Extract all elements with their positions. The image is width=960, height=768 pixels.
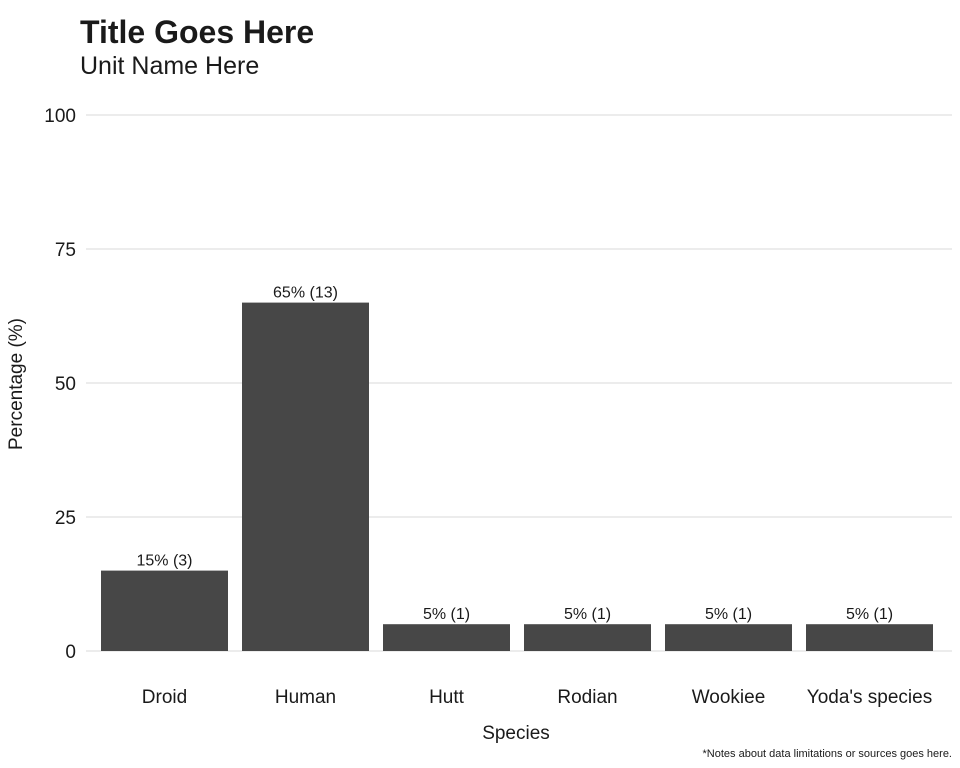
- bar-rodian: [524, 624, 651, 651]
- data-label: 65% (13): [273, 285, 338, 302]
- data-label: 5% (1): [423, 606, 470, 623]
- x-axis-title: Species: [482, 723, 550, 744]
- bars: [101, 302, 933, 651]
- y-tick-label: 75: [55, 240, 76, 261]
- bar-human: [242, 302, 369, 651]
- bar-hutt: [383, 624, 510, 651]
- chart-caption: *Notes about data limitations or sources…: [702, 748, 952, 760]
- bar-yoda-s-species: [806, 624, 933, 651]
- x-category-label: Droid: [142, 687, 187, 708]
- grid-layer: [86, 114, 952, 652]
- chart-subtitle: Unit Name Here: [80, 52, 260, 80]
- x-category-label: Human: [275, 687, 336, 708]
- x-category-label: Rodian: [557, 687, 617, 708]
- chart-title: Title Goes Here: [80, 14, 315, 50]
- x-axis-categories: Droid Human Hutt Rodian Wookiee Yoda's specie…: [142, 687, 932, 708]
- bar-wookiee: [665, 624, 792, 651]
- data-label: 5% (1): [705, 606, 752, 623]
- y-tick-label: 0: [65, 642, 76, 663]
- x-category-label: Wookiee: [692, 687, 766, 708]
- y-tick-label: 25: [55, 508, 76, 529]
- y-axis-title: Percentage (%): [6, 318, 27, 450]
- y-tick-label: 50: [55, 374, 76, 395]
- x-category-label: Hutt: [429, 687, 465, 708]
- y-axis-ticks: 0 25 50 75 100: [44, 106, 76, 663]
- data-label: 5% (1): [846, 606, 893, 623]
- y-tick-label: 100: [44, 106, 76, 127]
- x-category-label: Yoda's species: [807, 687, 932, 708]
- data-labels: 15% (3) 65% (13) 5% (1) 5% (1) 5% (1) 5% (1): [136, 285, 893, 624]
- data-label: 15% (3): [136, 553, 192, 570]
- bar-droid: [101, 570, 228, 651]
- data-label: 5% (1): [564, 606, 611, 623]
